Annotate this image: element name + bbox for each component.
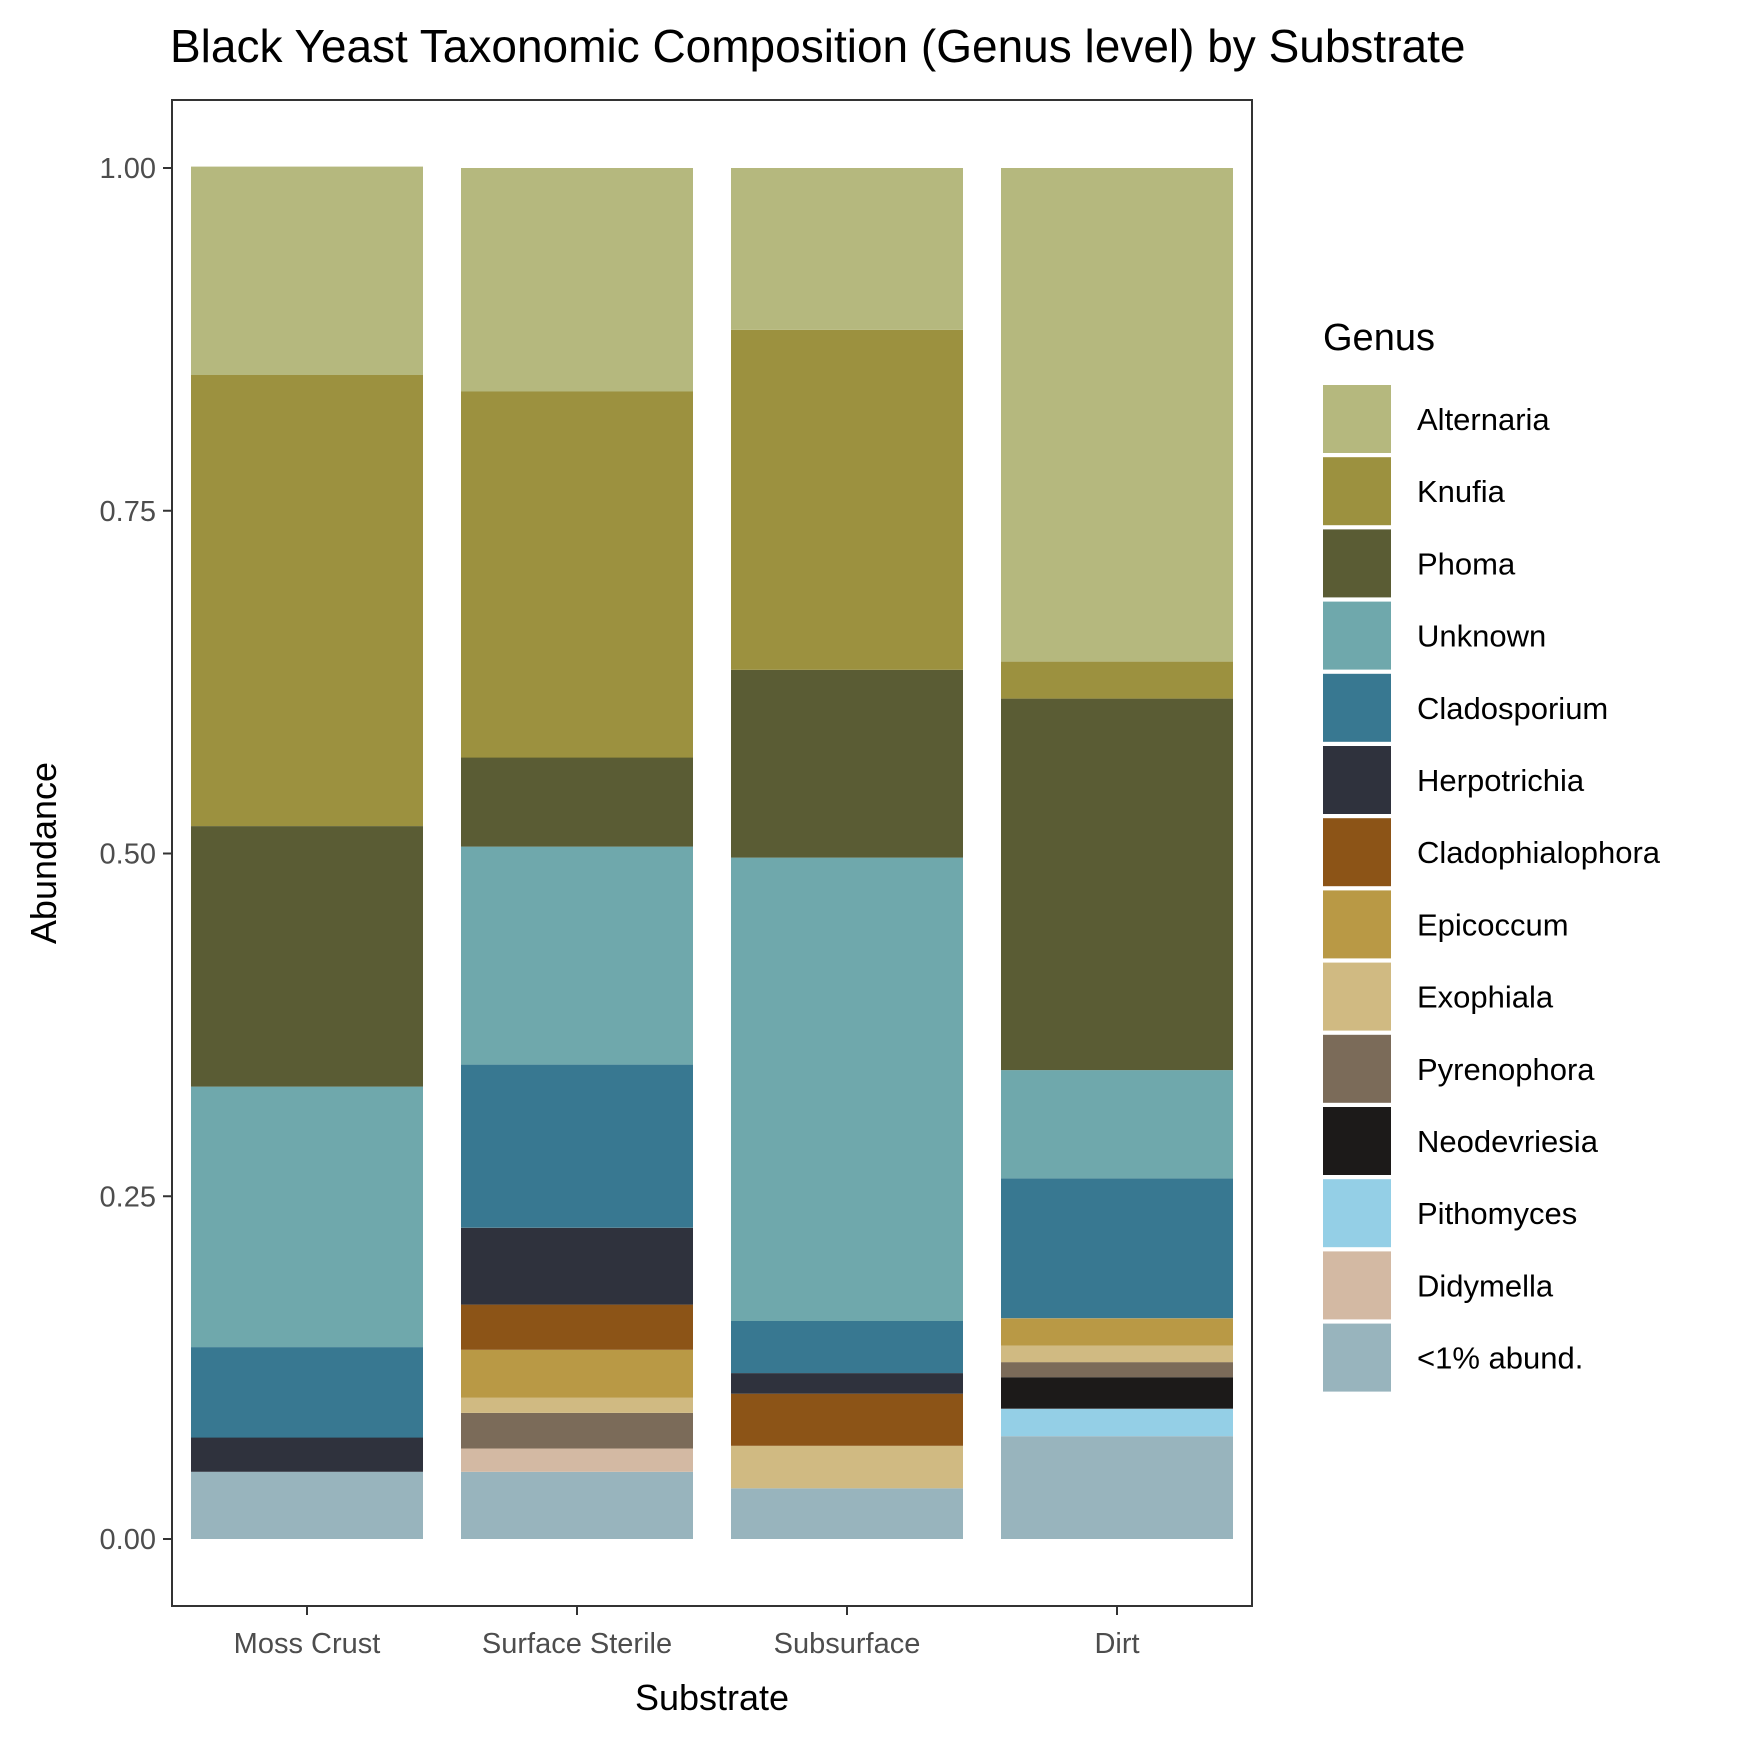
legend-label-alternaria: Alternaria (1417, 402, 1550, 437)
legend-swatch-didymella (1323, 1251, 1391, 1320)
bar-segment-moss-crust-cladosporium (191, 1347, 423, 1438)
bar-segment-surface-sterile-knufia (461, 391, 693, 758)
bars-layer (191, 166, 1233, 1539)
bar-segment-moss-crust-herpotrichia (191, 1437, 423, 1472)
bar-segment-surface-sterile-epicoccum (461, 1349, 693, 1398)
bar-segment-subsurface-herpotrichia (731, 1373, 963, 1394)
y-tick-label: 0.75 (100, 496, 156, 528)
bar-segment-moss-crust-knufia (191, 375, 423, 827)
legend-swatch-neodevriesia (1323, 1107, 1391, 1175)
plot-area (171, 99, 1253, 1607)
bar-segment-subsurface-unknown (731, 857, 963, 1321)
y-tick-label: 0.00 (100, 1524, 156, 1556)
legend-label-1-abund: <1% abund. (1417, 1341, 1583, 1376)
bar-segment-subsurface-cladophialophora (731, 1393, 963, 1446)
bar-segment-dirt-cladosporium (1001, 1178, 1233, 1319)
bar-segment-surface-sterile-didymella (461, 1448, 693, 1472)
bar-segment-dirt-knufia (1001, 661, 1233, 699)
x-axis: Moss Crust Surface Sterile Subsurface Dirt (234, 1606, 1140, 1660)
legend-label-pyrenophora: Pyrenophora (1417, 1052, 1595, 1087)
legend-label-epicoccum: Epicoccum (1417, 907, 1569, 942)
legend-label-didymella: Didymella (1417, 1268, 1554, 1303)
legend-label-cladophialophora: Cladophialophora (1417, 835, 1661, 870)
legend-swatch-knufia (1323, 457, 1391, 526)
legend-swatch-exophiala (1323, 962, 1391, 1031)
bar-segment-surface-sterile-pyrenophora (461, 1412, 693, 1449)
legend-swatch-pyrenophora (1323, 1034, 1391, 1103)
bar-segment-subsurface-cladosporium (731, 1321, 963, 1374)
legend-swatch-epicoccum (1323, 890, 1391, 959)
legend-swatch-1-abund (1323, 1323, 1391, 1392)
legend-items: Alternaria Knufia Phoma Unknown Cladosporium… (1323, 385, 1661, 1392)
bar-segment-dirt-pyrenophora (1001, 1362, 1233, 1378)
y-tick-label: 1.00 (100, 153, 156, 185)
y-axis-title: Abundance (23, 762, 64, 944)
bar-segment-moss-crust-unknown (191, 1086, 423, 1348)
bar-segment-dirt-alternaria (1001, 168, 1233, 662)
legend-label-knufia: Knufia (1417, 474, 1506, 509)
bar-segment-subsurface-1-abund (731, 1488, 963, 1539)
bar-segment-surface-sterile-exophiala (461, 1397, 693, 1413)
bar-segment-surface-sterile-cladophialophora (461, 1304, 693, 1350)
y-tick-label: 0.25 (100, 1181, 156, 1213)
bar-segment-moss-crust-alternaria (191, 166, 423, 375)
bar-segment-dirt-unknown (1001, 1070, 1233, 1179)
legend-label-cladosporium: Cladosporium (1417, 691, 1608, 726)
x-tick-label: Moss Crust (234, 1628, 381, 1660)
legend-swatch-phoma (1323, 529, 1391, 598)
x-tick-label: Dirt (1094, 1628, 1139, 1660)
legend-swatch-herpotrichia (1323, 746, 1391, 814)
chart-title: Black Yeast Taxonomic Composition (Genus… (170, 20, 1465, 72)
legend-label-pithomyces: Pithomyces (1417, 1196, 1577, 1231)
legend-swatch-cladophialophora (1323, 818, 1391, 887)
bar-segment-moss-crust-phoma (191, 826, 423, 1087)
y-axis: 0.00 0.25 0.50 0.75 1.00 (100, 153, 172, 1556)
legend-swatch-alternaria (1323, 385, 1391, 453)
bar-segment-dirt-epicoccum (1001, 1318, 1233, 1346)
bar-segment-moss-crust-1-abund (191, 1471, 423, 1539)
legend-label-exophiala: Exophiala (1417, 980, 1554, 1015)
bar-segment-dirt-neodevriesia (1001, 1377, 1233, 1409)
bar-segment-dirt-1-abund (1001, 1436, 1233, 1539)
bar-segment-surface-sterile-phoma (461, 757, 693, 847)
legend-label-unknown: Unknown (1417, 619, 1546, 654)
bar-segment-subsurface-exophiala (731, 1445, 963, 1489)
legend: Genus Alternaria Knufia Phoma Unknown Clados… (1323, 317, 1661, 1392)
y-tick-label: 0.50 (100, 839, 156, 871)
bar-segment-surface-sterile-unknown (461, 846, 693, 1065)
legend-swatch-pithomyces (1323, 1179, 1391, 1248)
bar-segment-subsurface-knufia (731, 329, 963, 670)
legend-label-herpotrichia: Herpotrichia (1417, 763, 1585, 798)
x-axis-title: Substrate (635, 1677, 789, 1718)
legend-swatch-unknown (1323, 601, 1391, 670)
bar-segment-dirt-pithomyces (1001, 1408, 1233, 1437)
bar-segment-subsurface-alternaria (731, 168, 963, 330)
bar-segment-surface-sterile-cladosporium (461, 1064, 693, 1228)
x-tick-label: Subsurface (774, 1628, 921, 1660)
bar-segment-surface-sterile-1-abund (461, 1471, 693, 1539)
bar-segment-surface-sterile-alternaria (461, 168, 693, 392)
legend-swatch-cladosporium (1323, 673, 1391, 742)
legend-label-neodevriesia: Neodevriesia (1417, 1124, 1599, 1159)
bar-segment-dirt-exophiala (1001, 1345, 1233, 1363)
bar-segment-subsurface-phoma (731, 669, 963, 858)
x-tick-label: Surface Sterile (482, 1628, 672, 1660)
bar-segment-surface-sterile-herpotrichia (461, 1227, 693, 1305)
legend-title: Genus (1323, 317, 1435, 359)
legend-label-phoma: Phoma (1417, 546, 1516, 581)
bar-segment-dirt-phoma (1001, 698, 1233, 1071)
